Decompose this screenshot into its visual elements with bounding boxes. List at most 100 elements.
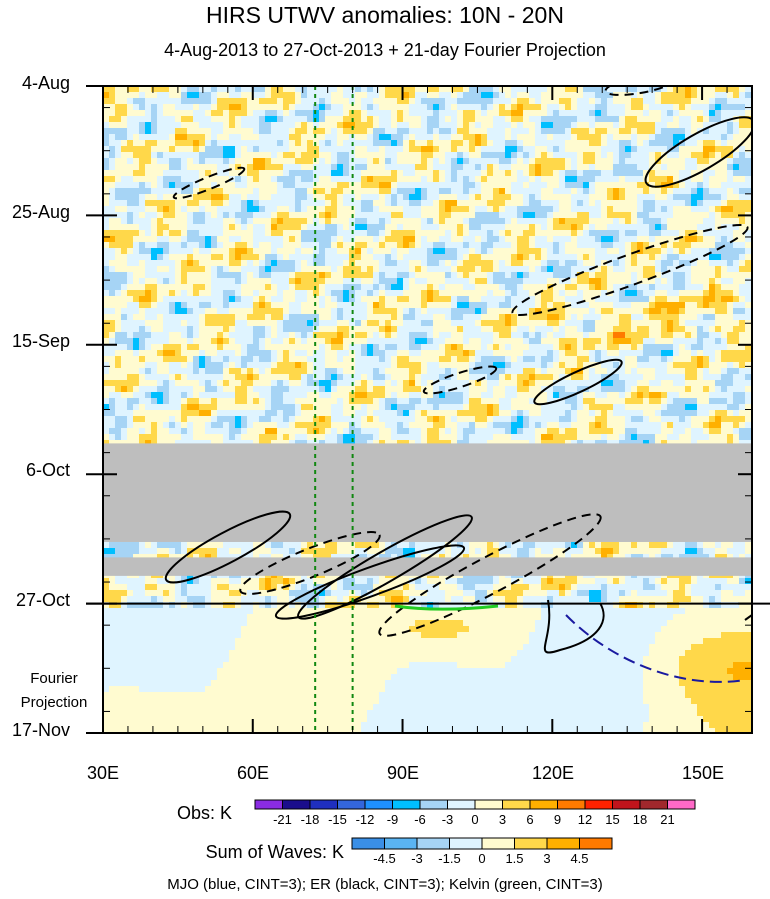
field-cell: [409, 104, 415, 110]
field-cell: [343, 350, 349, 356]
field-cell: [691, 200, 697, 206]
field-cell: [301, 152, 307, 158]
field-cell: [277, 86, 283, 92]
field-cell: [463, 200, 469, 206]
field-cell: [391, 104, 397, 110]
field-cell: [133, 176, 139, 182]
field-cell: [733, 350, 739, 356]
field-cell: [505, 314, 511, 320]
field-cell: [343, 212, 349, 218]
field-cell: [589, 140, 595, 146]
field-cell: [733, 320, 739, 326]
field-cell: [163, 206, 169, 212]
field-cell: [163, 104, 169, 110]
field-cell: [559, 206, 565, 212]
field-cell: [421, 266, 427, 272]
field-cell: [571, 158, 577, 164]
field-cell: [193, 158, 199, 164]
field-cell: [505, 254, 511, 260]
field-cell: [739, 266, 745, 272]
field-cell: [589, 260, 595, 266]
field-cell: [697, 140, 703, 146]
field-cell: [589, 182, 595, 188]
field-cell: [151, 332, 157, 338]
field-cell: [445, 290, 451, 296]
field-cell: [721, 254, 727, 260]
field-cell: [541, 128, 547, 134]
field-cell: [583, 284, 589, 290]
field-cell: [427, 152, 433, 158]
field-cell: [727, 86, 733, 92]
field-cell: [667, 338, 673, 344]
field-cell: [481, 116, 487, 122]
field-cell: [343, 344, 349, 350]
field-cell: [661, 176, 667, 182]
field-cell: [265, 278, 271, 284]
field-cell: [541, 194, 547, 200]
field-cell: [577, 254, 583, 260]
field-cell: [463, 356, 469, 362]
field-cell: [619, 194, 625, 200]
field-cell: [121, 284, 127, 290]
field-cell: [499, 350, 505, 356]
field-cell: [373, 158, 379, 164]
field-cell: [469, 116, 475, 122]
field-cell: [721, 212, 727, 218]
field-cell: [229, 122, 235, 128]
field-cell: [409, 290, 415, 296]
field-cell: [529, 86, 535, 92]
field-cell: [241, 86, 247, 92]
field-cell: [433, 236, 439, 242]
field-cell: [397, 146, 403, 152]
field-cell: [229, 284, 235, 290]
field-cell: [703, 230, 709, 236]
field-cell: [685, 182, 691, 188]
field-cell: [361, 212, 367, 218]
field-cell: [691, 176, 697, 182]
field-cell: [115, 164, 121, 170]
field-cell: [745, 284, 751, 290]
field-cell: [397, 302, 403, 308]
field-cell: [625, 326, 631, 332]
field-cell: [499, 128, 505, 134]
field-cell: [397, 248, 403, 254]
field-cell: [559, 260, 565, 266]
field-cell: [655, 248, 661, 254]
field-cell: [703, 182, 709, 188]
field-cell: [343, 320, 349, 326]
field-cell: [745, 104, 751, 110]
field-cell: [643, 122, 649, 128]
field-cell: [133, 224, 139, 230]
field-cell: [115, 326, 121, 332]
field-cell: [487, 140, 493, 146]
field-cell: [601, 200, 607, 206]
field-cell: [559, 164, 565, 170]
field-cell: [307, 164, 313, 170]
field-cell: [481, 314, 487, 320]
field-cell: [529, 230, 535, 236]
field-cell: [727, 194, 733, 200]
field-cell: [103, 224, 109, 230]
field-cell: [127, 284, 133, 290]
field-cell: [199, 290, 205, 296]
field-cell: [187, 152, 193, 158]
field-cell: [715, 176, 721, 182]
field-cell: [235, 326, 241, 332]
field-cell: [445, 164, 451, 170]
field-cell: [313, 98, 319, 104]
field-cell: [247, 284, 253, 290]
field-cell: [577, 290, 583, 296]
field-cell: [499, 122, 505, 128]
field-cell: [397, 224, 403, 230]
field-cell: [595, 170, 601, 176]
field-cell: [661, 86, 667, 92]
field-cell: [385, 332, 391, 338]
field-cell: [685, 188, 691, 194]
field-cell: [421, 320, 427, 326]
field-cell: [655, 212, 661, 218]
field-cell: [307, 128, 313, 134]
field-cell: [721, 182, 727, 188]
field-cell: [163, 98, 169, 104]
field-cell: [643, 278, 649, 284]
field-cell: [565, 110, 571, 116]
